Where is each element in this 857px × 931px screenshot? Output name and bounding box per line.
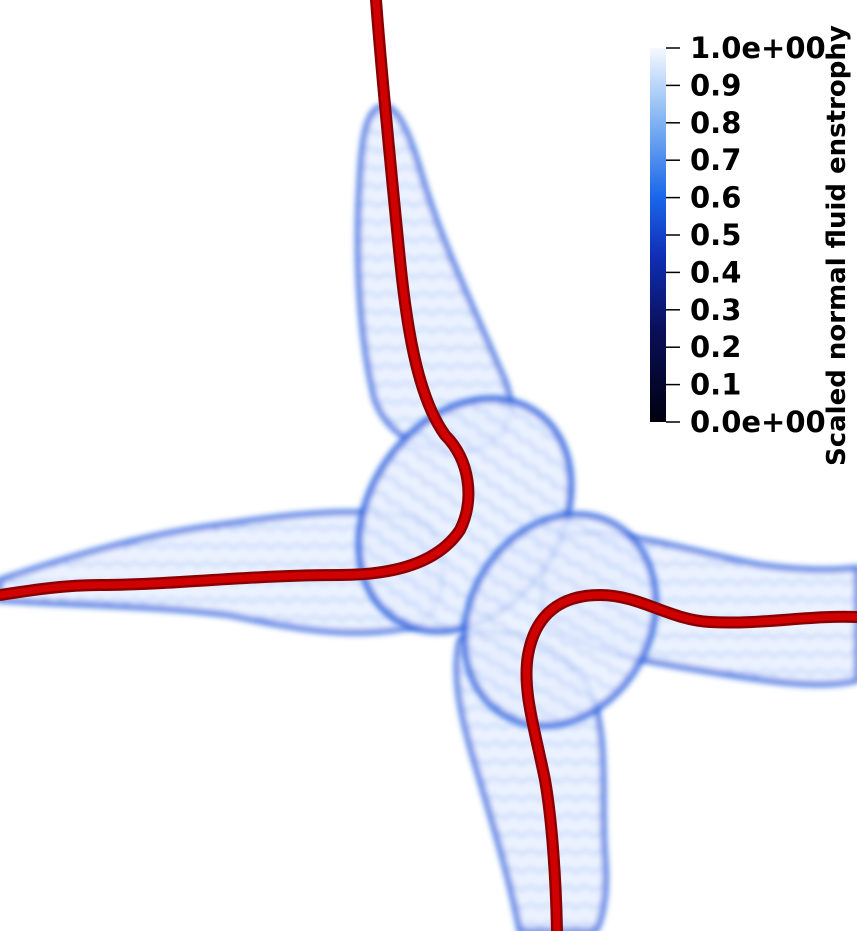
vortex-line-upper-left-highlight xyxy=(0,0,472,599)
colorbar-tick-label: 0.4 xyxy=(690,255,741,289)
enstrophy-field xyxy=(0,103,857,931)
colorbar-tick-label: 1.0e+00 xyxy=(690,31,826,65)
colorbar-title: Scaled normal fluid enstrophy xyxy=(822,25,852,466)
colorbar: 1.0e+000.9 0.80.7 0.60.50.4 0.30.2 0.10.0e+0… xyxy=(650,25,852,466)
colorbar-tick-label: 0.8 xyxy=(690,106,741,140)
colorbar-tick-label: 0.5 xyxy=(690,218,741,252)
colorbar-tick-label: 0.9 xyxy=(690,68,741,102)
enstrophy-core-lower xyxy=(461,511,659,729)
colorbar-tick-label: 0.1 xyxy=(690,368,741,402)
colorbar-ticks: 1.0e+000.9 0.80.7 0.60.50.4 0.30.2 0.10.0e+0… xyxy=(666,31,826,439)
colorbar-tick-label: 0.3 xyxy=(690,293,741,327)
colorbar-tick-label: 0.6 xyxy=(690,181,741,215)
colorbar-gradient xyxy=(650,48,666,422)
vortex-line-lower-right-highlight xyxy=(522,591,857,931)
colorbar-tick-label: 0.2 xyxy=(690,330,741,364)
colorbar-tick-label: 0.7 xyxy=(690,143,741,177)
colorbar-tick-label: 0.0e+00 xyxy=(690,405,826,439)
